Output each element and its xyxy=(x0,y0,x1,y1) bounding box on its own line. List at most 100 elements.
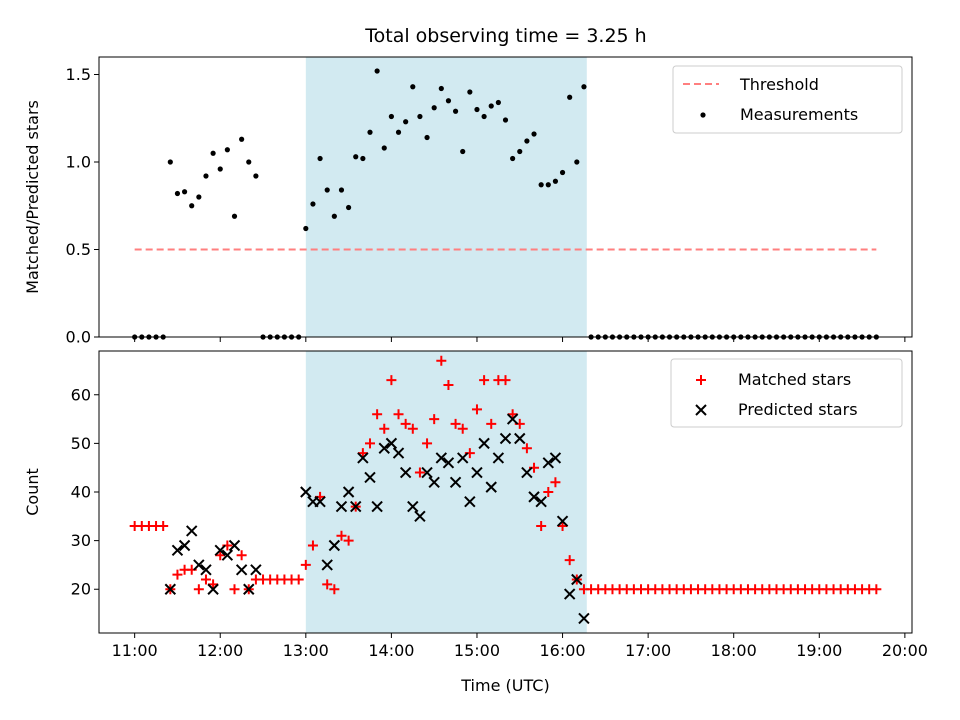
predicted-star-point xyxy=(321,559,333,571)
measurement-point xyxy=(502,117,509,123)
predicted-star-point xyxy=(300,486,312,498)
measurement-point xyxy=(538,182,544,188)
x-tick-label: 12:00 xyxy=(197,641,243,660)
bottom-y-ticks: 20 30 40 50 60 xyxy=(71,385,99,599)
predicted-star-point xyxy=(578,612,590,625)
measurement-point xyxy=(324,187,330,193)
x-tick-label: 17:00 xyxy=(625,641,671,660)
matched-star-point xyxy=(507,409,518,420)
matched-star-point xyxy=(379,423,390,434)
matched-star-point xyxy=(443,380,454,391)
measurement-point xyxy=(331,213,337,219)
measurement-point xyxy=(531,131,537,137)
matched-star-point xyxy=(158,521,169,532)
matched-star-point xyxy=(457,423,468,434)
matched-star-point xyxy=(336,530,347,541)
matched-star-point xyxy=(343,535,354,546)
matched-star-point xyxy=(393,409,404,420)
predicted-star-point xyxy=(549,452,562,464)
matched-star-point xyxy=(322,579,333,590)
predicted-star-point xyxy=(371,500,383,513)
measurement-point xyxy=(395,129,402,135)
y-tick-label: 1.5 xyxy=(66,65,91,84)
predicted-star-point xyxy=(228,539,241,552)
predicted-star-point xyxy=(485,481,497,493)
matched-star-point xyxy=(386,375,397,386)
predicted-star-point xyxy=(514,432,526,445)
matched-star-point xyxy=(486,418,497,429)
measurement-point xyxy=(167,159,173,165)
bottom-legend: Matched stars Predicted stars xyxy=(670,358,903,428)
legend-label: Matched stars xyxy=(738,370,851,389)
measurement-point xyxy=(353,154,359,160)
predicted-star-point xyxy=(442,457,455,469)
matched-star-point xyxy=(329,584,340,595)
bottom-panel-marks xyxy=(129,355,882,625)
y-tick-label: 30 xyxy=(71,531,91,550)
predicted-star-point xyxy=(435,452,448,464)
matched-star-point xyxy=(215,550,226,561)
measurement-point xyxy=(181,189,188,195)
matched-star-point xyxy=(293,574,304,585)
x-tick-label: 11:00 xyxy=(112,641,158,660)
measurement-point xyxy=(403,119,409,125)
predicted-star-point xyxy=(364,471,376,484)
measurement-point xyxy=(474,106,480,113)
matched-star-point xyxy=(871,584,882,595)
measurement-point xyxy=(374,68,380,74)
measurement-point xyxy=(495,99,501,106)
legend-label: Predicted stars xyxy=(738,400,858,419)
matched-star-point xyxy=(564,555,575,566)
measurement-point xyxy=(452,108,459,114)
matched-star-point xyxy=(236,550,247,561)
matched-star-point xyxy=(200,574,211,585)
predicted-star-point xyxy=(521,466,533,479)
predicted-star-point xyxy=(563,588,576,600)
matched-star-point xyxy=(471,404,482,415)
predicted-star-point xyxy=(556,515,569,527)
x-tick-label: 16:00 xyxy=(539,641,585,660)
predicted-star-point xyxy=(414,510,426,523)
predicted-star-point xyxy=(506,413,519,425)
measurement-point xyxy=(524,138,530,144)
legend-predicted-swatch xyxy=(695,404,707,416)
measurement-point xyxy=(196,194,202,200)
matched-star-point xyxy=(436,355,447,366)
predicted-star-point xyxy=(492,452,505,464)
predicted-star-point xyxy=(399,466,412,479)
observing-window-shade-bottom xyxy=(305,351,587,633)
measurement-point xyxy=(381,145,387,151)
measurement-point xyxy=(367,129,373,135)
top-legend: Threshold Measurements xyxy=(672,65,903,134)
predicted-star-point xyxy=(478,437,490,450)
predicted-star-point xyxy=(200,564,212,576)
x-tick-label: 15:00 xyxy=(454,641,500,660)
y-tick-label: 1.0 xyxy=(66,153,91,172)
y-tick-label: 50 xyxy=(71,434,91,453)
measurement-point xyxy=(231,213,238,219)
predicted-star-point xyxy=(314,496,326,508)
matched-star-point xyxy=(400,418,411,429)
legend-box xyxy=(672,65,903,134)
matched-star-point xyxy=(550,477,561,488)
matched-star-point xyxy=(557,521,568,532)
top-x-ticks xyxy=(134,337,906,342)
predicted-star-point xyxy=(235,564,248,576)
measurement-point xyxy=(189,203,195,209)
predicted-star-point xyxy=(378,442,390,454)
top-y-ticks: 0.0 0.5 1.0 1.5 xyxy=(66,65,99,347)
legend-label: Measurements xyxy=(740,105,858,124)
measurement-point xyxy=(567,94,573,100)
predicted-star-point xyxy=(528,491,540,503)
observing-window-shade-top xyxy=(305,57,587,337)
matched-star-point xyxy=(208,579,219,590)
predicted-star-point xyxy=(471,466,483,479)
measurement-point xyxy=(174,190,181,197)
predicted-star-point xyxy=(421,466,433,479)
predicted-star-point xyxy=(186,525,198,537)
measurement-point xyxy=(246,159,252,165)
predicted-star-point xyxy=(243,583,255,595)
bottom-y-axis-label: Count xyxy=(23,468,42,516)
bottom-x-ticks: 11:00 12:00 13:00 14:00 15:00 16:00 17:00 18:00… xyxy=(112,633,928,660)
predicted-star-point xyxy=(164,583,177,595)
